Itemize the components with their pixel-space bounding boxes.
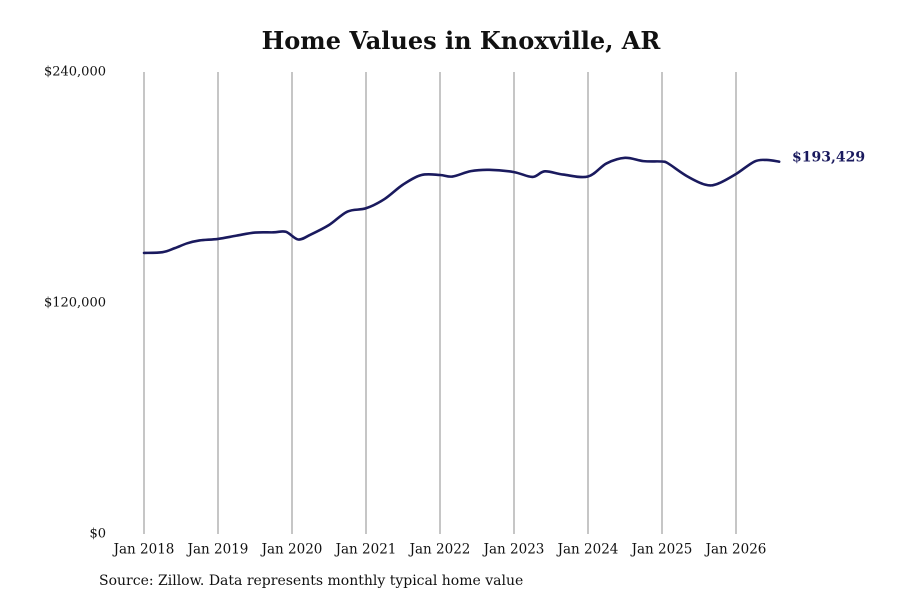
y-tick-label: $240,000	[44, 65, 106, 80]
series-layer	[142, 156, 781, 255]
series-line-home-value	[142, 156, 781, 255]
x-tick-label: Jan 2020	[260, 542, 323, 558]
x-tick-label: Jan 2026	[704, 542, 767, 558]
end-label-layer: $193,429	[792, 150, 865, 166]
x-tick-label: Jan 2023	[482, 542, 545, 558]
x-axis-ticks: Jan 2018 Jan 2019 Jan 2020 Jan 2021 Jan 2022…	[112, 542, 767, 558]
end-value-label: $193,429	[792, 150, 865, 166]
x-tick-label: Jan 2024	[556, 542, 619, 558]
y-tick-label: $120,000	[44, 296, 106, 311]
x-tick-label: Jan 2025	[630, 542, 693, 558]
y-tick-label: $0	[89, 527, 106, 542]
y-axis-ticks: $240,000 $120,000 $0	[44, 65, 106, 542]
grid-lines	[143, 72, 737, 534]
chart-title: Home Values in Knoxville, AR	[261, 26, 661, 55]
x-tick-label: Jan 2021	[334, 542, 397, 558]
x-tick-label: Jan 2019	[186, 542, 249, 558]
x-tick-label: Jan 2018	[112, 542, 175, 558]
x-tick-label: Jan 2022	[408, 542, 471, 558]
source-note: Source: Zillow. Data represents monthly …	[99, 573, 524, 589]
